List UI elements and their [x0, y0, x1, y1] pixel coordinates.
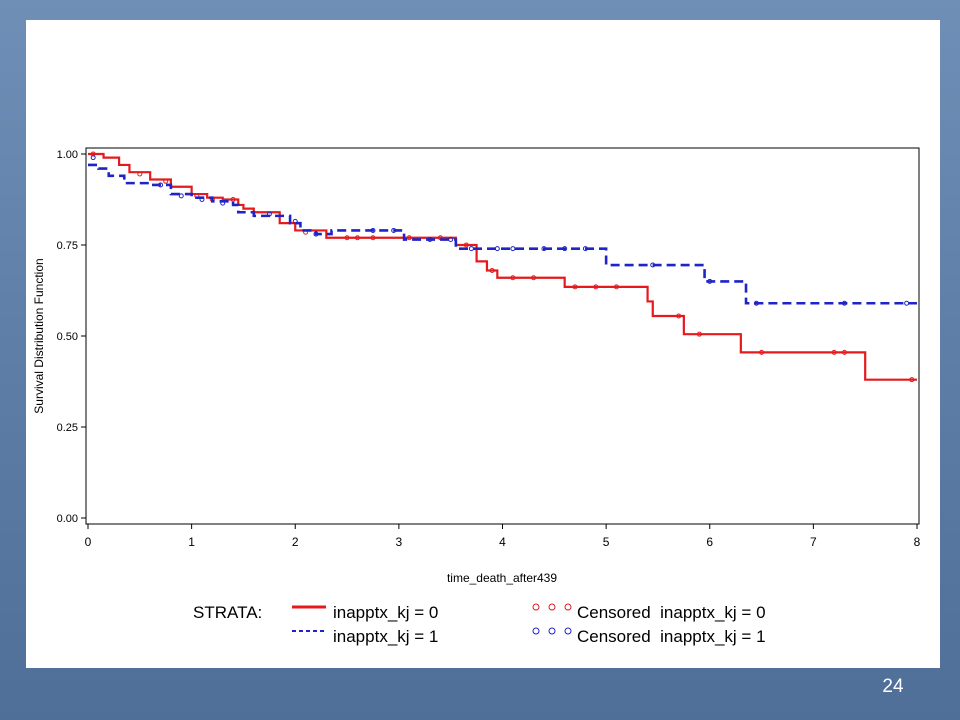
- censored-mark-1: [707, 278, 713, 284]
- y-tick-label: 0.50: [57, 331, 78, 343]
- censored-mark-1: [494, 246, 500, 252]
- censored-mark-1: [427, 237, 433, 243]
- censored-mark-0: [909, 377, 915, 383]
- plot-area: [85, 147, 920, 525]
- censored-mark-1: [448, 237, 454, 243]
- censored-mark-1: [841, 300, 847, 306]
- censored-mark-1: [199, 197, 205, 202]
- censored-mark-1: [510, 246, 516, 252]
- censored-mark-0: [531, 275, 537, 281]
- x-tick-label: 8: [914, 535, 921, 549]
- censored-mark-1: [178, 193, 184, 199]
- y-tick-label: 0.00: [57, 513, 78, 525]
- censored-mark-0: [572, 284, 578, 290]
- censored-mark-0: [344, 235, 350, 241]
- censored-mark-1: [158, 182, 164, 188]
- censored-mark-1: [753, 300, 759, 306]
- y-axis-label: Survival Distribution Function: [32, 258, 46, 413]
- censored-mark-1: [582, 246, 588, 252]
- x-tick-label: 1: [188, 535, 195, 549]
- survival-chart: 0 1 2 3 4 5 6 7 8 0.00 0.25 0.50 0.75 1.00 Survival D…: [32, 147, 921, 646]
- censored-mark-1: [313, 231, 319, 237]
- censored-mark-0: [463, 242, 469, 248]
- censored-mark-1: [650, 262, 656, 268]
- censored-mark-1: [391, 227, 397, 233]
- x-tick-label: 6: [706, 535, 713, 549]
- x-tick-label: 5: [603, 535, 610, 549]
- y-tick-label: 0.75: [57, 240, 78, 252]
- x-axis-label: time_death_after439: [447, 571, 557, 585]
- censored-mark-0: [676, 313, 682, 319]
- censored-mark-0: [137, 171, 143, 177]
- x-tick-label: 0: [85, 535, 92, 549]
- series-line-0: [88, 152, 917, 381]
- legend-label-series1: inapptx_kj = 1: [333, 627, 438, 646]
- legend-censored-blue-marks: [532, 627, 572, 635]
- legend-label-censored0: Censored inapptx_kj = 0: [577, 603, 766, 622]
- censored-mark-1: [220, 200, 226, 206]
- censored-mark-0: [163, 178, 169, 184]
- censored-mark-0: [696, 331, 702, 337]
- censored-mark-1: [468, 246, 474, 252]
- censored-mark-1: [904, 300, 910, 306]
- legend-label-series0: inapptx_kj = 0: [333, 603, 438, 622]
- censored-mark-0: [489, 267, 495, 273]
- censored-mark-0: [841, 349, 847, 355]
- x-tick-label: 2: [292, 535, 299, 549]
- censored-mark-0: [370, 235, 376, 241]
- legend-title: STRATA:: [193, 603, 262, 622]
- y-tick-label: 1.00: [57, 149, 78, 161]
- censored-mark-1: [266, 211, 272, 217]
- page-number: 24: [882, 676, 904, 697]
- slide-panel: 0 1 2 3 4 5 6 7 8 0.00 0.25 0.50 0.75 1.00 Survival D…: [26, 20, 940, 668]
- censored-mark-1: [562, 246, 568, 252]
- series-line-1: [88, 163, 917, 305]
- censored-mark-1: [90, 155, 96, 161]
- legend: STRATA: inapptx_kj = 0 inapptx_kj = 1 Ce…: [193, 603, 766, 646]
- censored-mark-0: [354, 235, 360, 241]
- legend-label-censored1: Censored inapptx_kj = 1: [577, 627, 766, 646]
- x-tick-label: 4: [499, 535, 506, 549]
- censored-mark-0: [593, 284, 599, 290]
- censored-mark-0: [510, 275, 516, 281]
- censored-mark-0: [613, 284, 619, 290]
- x-tick-label: 3: [396, 535, 403, 549]
- censored-mark-1: [541, 246, 547, 252]
- censored-mark-1: [370, 227, 376, 233]
- y-tick-label: 0.25: [57, 422, 78, 434]
- censored-mark-0: [406, 235, 412, 241]
- legend-censored-red-marks: [532, 603, 572, 611]
- censored-mark-0: [831, 349, 837, 355]
- x-tick-label: 7: [810, 535, 817, 549]
- censored-mark-0: [230, 197, 236, 202]
- censored-mark-1: [292, 218, 298, 224]
- censored-mark-0: [759, 349, 765, 355]
